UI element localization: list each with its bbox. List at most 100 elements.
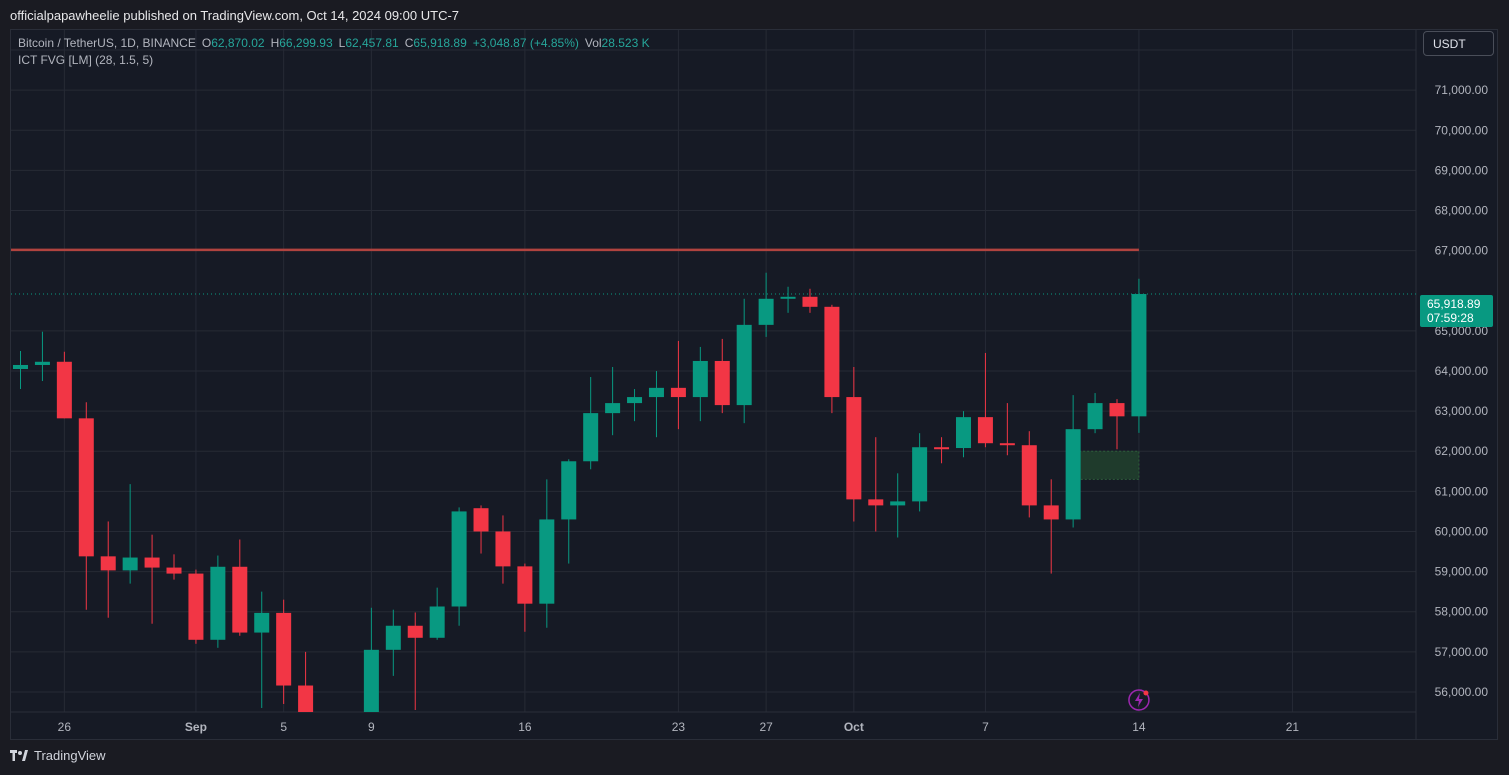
candle-body[interactable] <box>100 556 116 571</box>
x-tick-label: 5 <box>280 720 287 734</box>
close-value: 65,918.89 <box>413 36 467 50</box>
candle-body[interactable] <box>473 508 489 532</box>
candle-body[interactable] <box>692 360 708 398</box>
candle-body[interactable] <box>451 511 467 607</box>
candle-body[interactable] <box>385 625 401 650</box>
x-tick-label: 16 <box>518 720 532 734</box>
y-tick-label: 68,000.00 <box>1435 204 1489 218</box>
candle-body[interactable] <box>802 296 818 307</box>
candle-body[interactable] <box>166 567 182 574</box>
high-label: H <box>270 36 280 50</box>
candle-body[interactable] <box>56 361 72 419</box>
candle-body[interactable] <box>188 573 204 640</box>
footer-brand-label: TradingView <box>34 748 106 763</box>
candle-body[interactable] <box>561 461 577 520</box>
candle-body[interactable] <box>648 387 664 398</box>
candle-body[interactable] <box>583 413 599 462</box>
candle-body[interactable] <box>78 418 94 557</box>
candle-body[interactable] <box>868 499 884 506</box>
candle-body[interactable] <box>758 298 774 325</box>
candle-body[interactable] <box>977 417 993 444</box>
x-tick-label: Oct <box>844 720 864 734</box>
candle-body[interactable] <box>363 649 379 738</box>
candle-body[interactable] <box>670 387 686 398</box>
candlestick-chart[interactable]: 56,000.00 57,000.00 58,000.00 59,000.00 60,0… <box>11 30 1497 739</box>
y-tick-label: 58,000.00 <box>1435 605 1489 619</box>
candle-body[interactable] <box>1065 429 1081 520</box>
candle-body[interactable] <box>122 557 138 571</box>
y-tick-label: 71,000.00 <box>1435 83 1489 97</box>
candle-body[interactable] <box>846 397 862 500</box>
x-tick-label: Sep <box>185 720 207 734</box>
candle-body[interactable] <box>144 557 160 568</box>
lightning-icon <box>1134 693 1143 707</box>
symbol-title[interactable]: Bitcoin / TetherUS, 1D, BINANCE <box>18 36 196 50</box>
bar-countdown: 07:59:28 <box>1427 311 1474 325</box>
candle-body[interactable] <box>276 612 292 686</box>
low-value: 62,457.81 <box>345 36 399 50</box>
y-tick-label: 64,000.00 <box>1435 364 1489 378</box>
publish-info: officialpapawheelie published on Trading… <box>10 8 460 23</box>
candle-body[interactable] <box>539 519 555 604</box>
candles-group <box>13 272 1147 739</box>
x-tick-label: 14 <box>1132 720 1146 734</box>
candle-body[interactable] <box>912 447 928 502</box>
y-tick-label: 57,000.00 <box>1435 645 1489 659</box>
candle-body[interactable] <box>714 360 730 406</box>
chart-legend: Bitcoin / TetherUS, 1D, BINANCE O62,870.0… <box>18 35 650 69</box>
y-tick-label: 62,000.00 <box>1435 444 1489 458</box>
y-tick-label: 60,000.00 <box>1435 524 1489 538</box>
candle-body[interactable] <box>1021 445 1037 506</box>
candle-body[interactable] <box>824 306 840 398</box>
y-tick-label: 69,000.00 <box>1435 163 1489 177</box>
x-tick-label: 9 <box>368 720 375 734</box>
candle-body[interactable] <box>254 612 270 633</box>
high-value: 66,299.93 <box>279 36 333 50</box>
vol-value: 28.523 K <box>601 36 650 50</box>
candle-body[interactable] <box>342 738 357 739</box>
candle-body[interactable] <box>495 531 511 567</box>
y-tick-label: 70,000.00 <box>1435 123 1489 137</box>
replay-icon <box>1128 689 1150 711</box>
x-tick-label: 26 <box>58 720 72 734</box>
candle-body[interactable] <box>210 566 226 640</box>
candle-body[interactable] <box>627 397 643 404</box>
ohlc-row: Bitcoin / TetherUS, 1D, BINANCE O62,870.0… <box>18 35 650 52</box>
y-tick-label: 56,000.00 <box>1435 685 1489 699</box>
currency-button[interactable]: USDT <box>1423 31 1494 56</box>
candle-body[interactable] <box>934 447 950 450</box>
y-tick-label: 61,000.00 <box>1435 484 1489 498</box>
close-label: C <box>404 36 414 50</box>
x-tick-label: 27 <box>759 720 773 734</box>
candle-body[interactable] <box>429 606 445 638</box>
x-tick-label: 21 <box>1286 720 1300 734</box>
candle-body[interactable] <box>890 501 906 506</box>
candle-body[interactable] <box>407 625 423 638</box>
footer-brand[interactable]: TradingView <box>10 748 106 763</box>
candle-body[interactable] <box>736 324 752 406</box>
notification-dot-icon <box>1143 690 1149 696</box>
x-tick-label: 23 <box>672 720 686 734</box>
candle-body[interactable] <box>298 685 314 739</box>
open-label: O <box>201 36 212 50</box>
candle-body[interactable] <box>955 417 971 449</box>
candle-body[interactable] <box>999 443 1015 446</box>
candle-body[interactable] <box>605 403 621 414</box>
chart-area[interactable]: 56,000.00 57,000.00 58,000.00 59,000.00 60,0… <box>10 29 1498 740</box>
candle-body[interactable] <box>13 364 28 369</box>
indicator-row[interactable]: ICT FVG [LM] (28, 1.5, 5) <box>18 53 154 67</box>
candle-body[interactable] <box>780 296 796 299</box>
y-tick-label: 67,000.00 <box>1435 244 1489 258</box>
candle-body[interactable] <box>1131 294 1147 417</box>
vol-label: Vol <box>584 36 602 50</box>
y-tick-label: 59,000.00 <box>1435 565 1489 579</box>
candle-body[interactable] <box>1087 403 1103 430</box>
low-label: L <box>338 36 346 50</box>
candle-body[interactable] <box>517 566 533 604</box>
candle-body[interactable] <box>1109 403 1125 417</box>
last-price-badge: 65,918.89 07:59:28 <box>1420 295 1493 327</box>
candle-body[interactable] <box>34 361 50 365</box>
candle-body[interactable] <box>232 566 248 633</box>
candle-body[interactable] <box>1043 505 1059 520</box>
change-value: +3,048.87 (+4.85%) <box>472 36 579 50</box>
